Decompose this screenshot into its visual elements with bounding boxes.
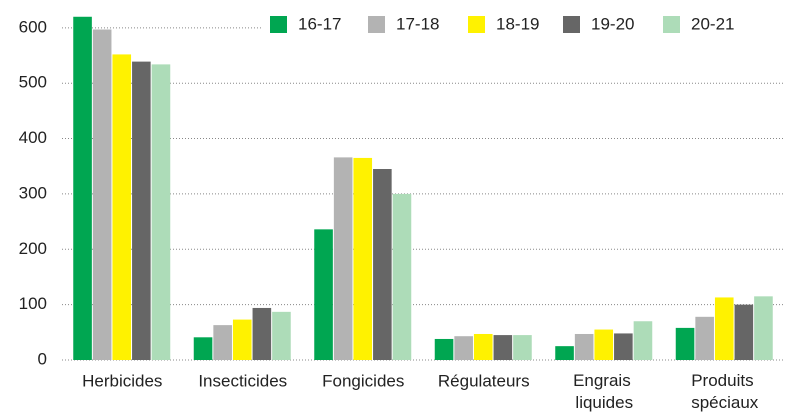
legend-label: 20-21 bbox=[691, 14, 734, 33]
bar bbox=[132, 61, 151, 361]
x-tick-label: Produits spéciaux bbox=[691, 371, 759, 412]
bar bbox=[454, 336, 473, 360]
y-tick-label: 400 bbox=[19, 128, 47, 147]
x-tick-label: Insecticides bbox=[198, 371, 287, 390]
bar bbox=[333, 157, 353, 360]
bar bbox=[614, 333, 633, 360]
bar bbox=[272, 311, 291, 360]
legend-label: 19-20 bbox=[591, 14, 634, 33]
bar bbox=[213, 325, 232, 360]
bar bbox=[675, 327, 695, 360]
y-tick-label: 500 bbox=[19, 73, 47, 92]
legend-swatch bbox=[563, 16, 580, 33]
bar bbox=[734, 304, 754, 360]
bar bbox=[714, 297, 734, 360]
bar bbox=[112, 54, 132, 360]
x-tick-label: Engrais liquides bbox=[573, 371, 635, 412]
bar bbox=[392, 193, 412, 360]
legend-swatch bbox=[468, 16, 485, 33]
bar bbox=[252, 307, 272, 360]
bar bbox=[594, 329, 614, 360]
legend-swatch bbox=[368, 16, 385, 33]
x-tick-label: Herbicides bbox=[82, 371, 162, 390]
bar bbox=[314, 229, 333, 360]
y-tick-label: 600 bbox=[19, 17, 47, 36]
bar bbox=[493, 335, 513, 360]
legend-background bbox=[262, 10, 785, 38]
bar bbox=[373, 169, 392, 360]
bar bbox=[513, 335, 532, 360]
bar bbox=[695, 316, 714, 360]
bar bbox=[73, 16, 92, 360]
bar bbox=[473, 333, 493, 360]
legend-label: 16-17 bbox=[298, 14, 341, 33]
bar bbox=[434, 338, 454, 360]
x-tick-label: Régulateurs bbox=[438, 371, 530, 390]
bar bbox=[574, 333, 594, 360]
x-tick-label: Fongicides bbox=[322, 371, 404, 390]
legend-swatch bbox=[663, 16, 680, 33]
y-tick-label: 300 bbox=[19, 183, 47, 202]
y-tick-label: 200 bbox=[19, 239, 47, 258]
bar bbox=[555, 346, 574, 360]
bar bbox=[633, 321, 653, 360]
y-tick-label: 0 bbox=[38, 349, 47, 368]
legend-label: 18-19 bbox=[496, 14, 539, 33]
bar bbox=[92, 29, 112, 361]
bar bbox=[193, 337, 213, 360]
bar bbox=[353, 157, 373, 360]
legend-swatch bbox=[270, 16, 287, 33]
bar bbox=[754, 296, 773, 360]
legend-label: 17-18 bbox=[396, 14, 439, 33]
bar bbox=[151, 64, 171, 361]
y-tick-label: 100 bbox=[19, 294, 47, 313]
bar bbox=[232, 319, 252, 360]
